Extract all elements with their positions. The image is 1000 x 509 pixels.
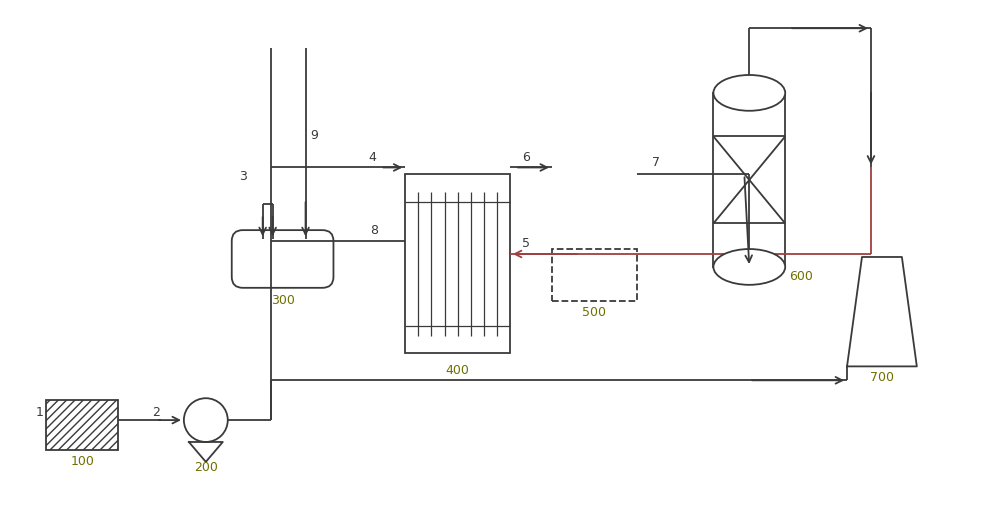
Text: 700: 700 bbox=[870, 371, 894, 384]
Text: 5: 5 bbox=[522, 237, 530, 249]
Text: 4: 4 bbox=[368, 150, 376, 163]
Text: 300: 300 bbox=[271, 293, 295, 306]
Bar bbox=[405, 175, 510, 354]
Text: 600: 600 bbox=[789, 269, 813, 282]
Text: 8: 8 bbox=[370, 223, 378, 237]
Text: 2: 2 bbox=[152, 405, 160, 418]
Bar bbox=[713, 94, 785, 267]
Text: 9: 9 bbox=[311, 128, 318, 142]
Bar bbox=[552, 249, 637, 301]
Text: 7: 7 bbox=[652, 156, 660, 169]
Ellipse shape bbox=[713, 249, 785, 285]
Text: 100: 100 bbox=[70, 454, 94, 467]
FancyBboxPatch shape bbox=[232, 231, 333, 288]
Text: 3: 3 bbox=[239, 170, 247, 183]
Text: 500: 500 bbox=[582, 305, 606, 318]
Text: 1: 1 bbox=[35, 405, 43, 418]
Ellipse shape bbox=[713, 76, 785, 111]
Text: 6: 6 bbox=[522, 150, 530, 163]
Text: 400: 400 bbox=[446, 363, 470, 377]
Bar bbox=[46, 401, 118, 450]
Text: 200: 200 bbox=[194, 460, 218, 473]
